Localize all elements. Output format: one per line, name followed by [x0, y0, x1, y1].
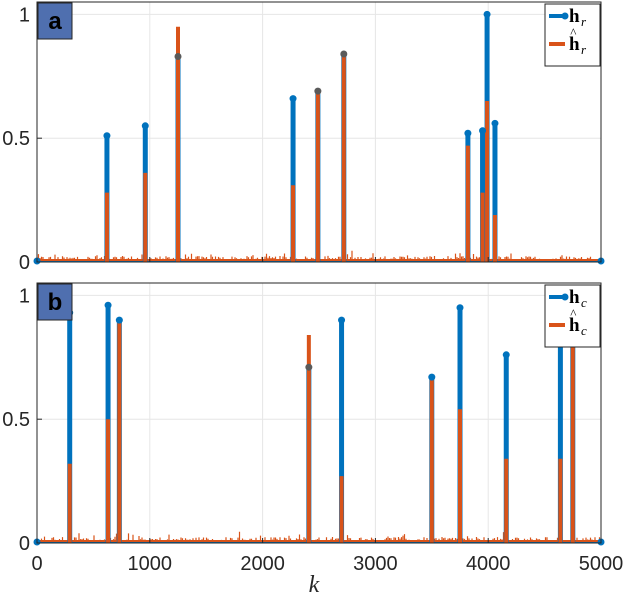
- legend-subscript: r: [581, 14, 587, 29]
- legend-label: h: [569, 315, 580, 336]
- marker-true: [115, 316, 123, 324]
- legend-label: h: [569, 287, 580, 308]
- panel-a: 0 0.5 1 a h rh r ^: [2, 1, 605, 274]
- x-axis-label: k: [309, 572, 320, 598]
- x-tick-label: 5000: [579, 553, 623, 575]
- legend-label: h: [569, 6, 580, 27]
- panel-label-box: [37, 2, 73, 40]
- axes-frame: [36, 282, 602, 544]
- marker-true: [103, 132, 111, 140]
- marker-true: [104, 301, 112, 309]
- marker-true: [428, 373, 436, 381]
- legend-marker: [561, 12, 569, 20]
- y-tick-label: 0: [19, 533, 30, 555]
- y-tick-label: 0: [19, 252, 30, 274]
- y-tick-label: 1: [19, 4, 30, 26]
- legend-subscript: r: [581, 42, 587, 57]
- marker-true: [305, 363, 313, 371]
- legend-label: h: [569, 34, 580, 55]
- y-tick-label: 0.5: [2, 128, 30, 150]
- marker-true: [338, 316, 346, 324]
- x-tick-label: 0: [31, 553, 42, 575]
- axes-frame: [36, 1, 602, 263]
- marker-true: [141, 122, 149, 130]
- legend-subscript: c: [581, 323, 587, 338]
- marker-true: [464, 129, 472, 137]
- legend-marker: [561, 293, 569, 301]
- marker-true: [502, 351, 510, 359]
- legend-subscript: c: [581, 295, 587, 310]
- x-tick-label: 4000: [466, 553, 511, 575]
- marker-true: [491, 119, 499, 127]
- marker-true: [483, 10, 491, 18]
- marker-true: [456, 304, 464, 312]
- x-tick-label: 3000: [353, 553, 398, 575]
- y-tick-label: 1: [19, 285, 30, 307]
- x-tick-label: 1000: [128, 553, 173, 575]
- legend-hat: ^: [570, 25, 577, 40]
- marker-true: [174, 52, 182, 60]
- y-tick-label: 0.5: [2, 409, 30, 431]
- marker-true: [479, 127, 487, 135]
- marker-true: [289, 95, 297, 103]
- panel-label-box: [37, 283, 73, 321]
- panel-label: b: [48, 289, 63, 316]
- legend-hat: ^: [570, 306, 577, 321]
- marker-true: [340, 50, 348, 58]
- marker-true: [314, 87, 322, 95]
- x-tick-label: 2000: [240, 553, 285, 575]
- panel-label: a: [48, 8, 62, 35]
- panel-b: 0 0.5 1 0 1000 2000 3000 4000 5000 b h ch c ^: [2, 282, 623, 575]
